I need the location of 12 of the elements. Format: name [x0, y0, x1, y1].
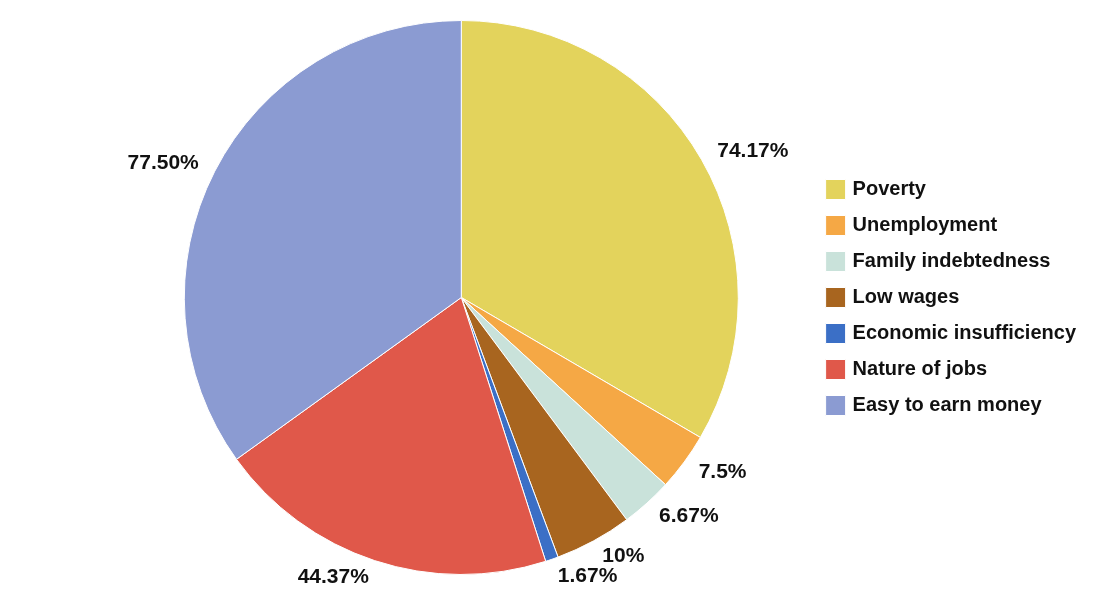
data-label: 6.67%	[659, 503, 719, 527]
legend-label: Economic insufficiency	[852, 321, 1077, 344]
legend-label: Family indebtedness	[852, 249, 1051, 272]
data-label: 44.37%	[297, 564, 370, 588]
data-label: 7.5%	[698, 459, 747, 483]
data-label: 74.17%	[717, 137, 789, 161]
legend-label: Unemployment	[852, 213, 998, 236]
data-label: 77.50%	[127, 149, 200, 173]
legend-label: Low wages	[852, 285, 960, 308]
legend-label: Nature of jobs	[852, 357, 988, 380]
legend-label: Poverty	[852, 177, 927, 200]
legend-label: Easy to earn money	[852, 393, 1043, 416]
